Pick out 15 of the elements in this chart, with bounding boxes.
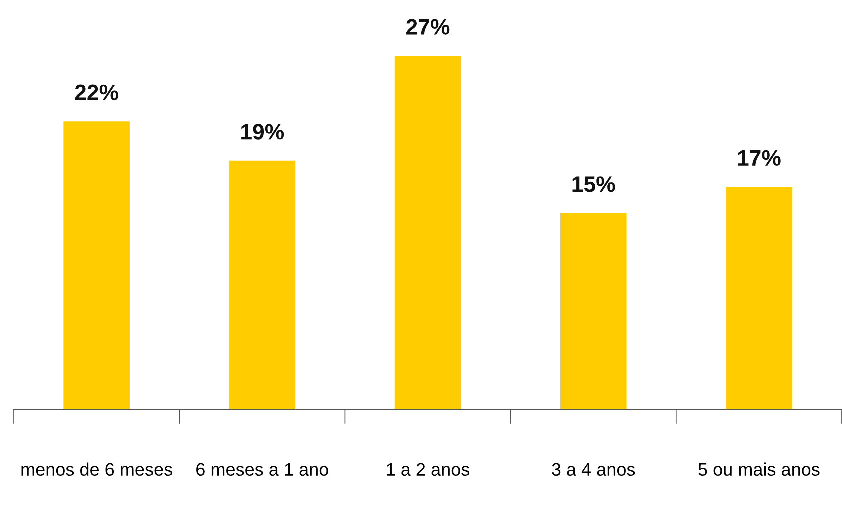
bar [560, 213, 627, 410]
bar [64, 122, 130, 410]
x-tick-label: menos de 6 meses [22, 462, 172, 476]
x-tick-label: 1 a 2 anos [387, 463, 470, 476]
bar [394, 56, 462, 410]
x-tick-label: 6 meses a 1 ano [196, 463, 328, 476]
data-label: 27% [406, 19, 450, 35]
data-label: 17% [738, 150, 781, 166]
x-tick-label: 5 ou mais anos [698, 462, 820, 476]
x-tick-label: 3 a 4 anos [552, 463, 636, 476]
data-label: 15% [572, 176, 616, 192]
data-label: 19% [242, 124, 284, 140]
bar [726, 187, 792, 410]
bar [229, 160, 296, 410]
data-label: 22% [75, 84, 118, 100]
